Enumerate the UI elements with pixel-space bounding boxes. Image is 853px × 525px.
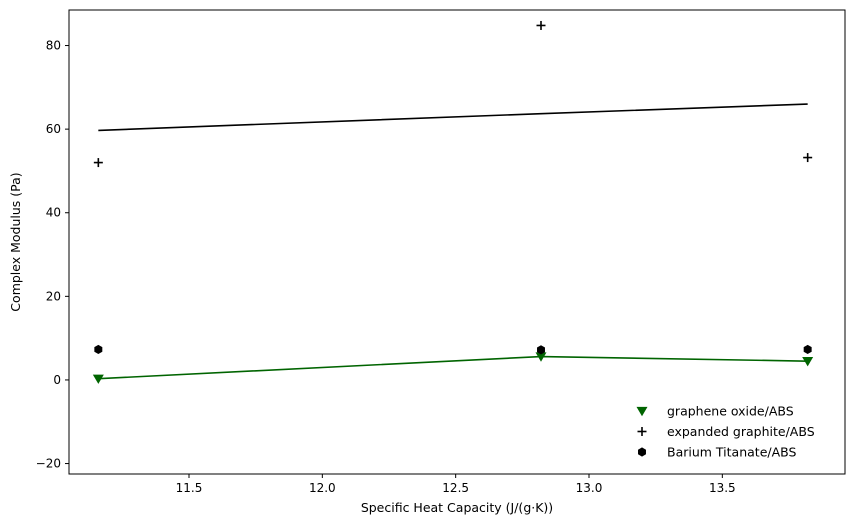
plot-area	[92, 20, 814, 384]
legend-label: expanded graphite/ABS	[667, 424, 815, 439]
x-tick-label: 12.0	[309, 481, 336, 495]
x-tick-label: 13.0	[576, 481, 603, 495]
x-axis-label: Specific Heat Capacity (J/(g·K))	[361, 500, 553, 515]
y-tick-label: 60	[46, 122, 61, 136]
axes-frame	[68, 9, 846, 475]
y-tick-label: 80	[46, 39, 61, 53]
data-point-series-0	[92, 374, 104, 384]
legend-label: Barium Titanate/ABS	[667, 445, 796, 460]
x-axis: 11.5 12.0 12.5 13.0 13.5	[176, 474, 736, 495]
series-line-1	[98, 103, 808, 132]
y-tick-label: −20	[36, 457, 61, 471]
data-point-series-0	[802, 357, 814, 367]
data-point-series-1	[803, 153, 813, 163]
data-point-series-1	[536, 20, 546, 30]
y-tick-label: 40	[46, 206, 61, 220]
legend-marker-2	[638, 447, 646, 457]
data-point-series-2	[803, 344, 812, 355]
legend-label: graphene oxide/ABS	[667, 404, 794, 419]
data-point-series-0	[535, 352, 547, 362]
y-axis: −20 0 20 40 60 80	[36, 39, 69, 471]
data-point-series-2	[537, 345, 545, 355]
y-axis-label: Complex Modulus (Pa)	[8, 172, 23, 311]
legend-marker-1	[637, 427, 647, 436]
y-tick-label: 0	[53, 373, 61, 387]
legend-marker-0	[636, 406, 648, 417]
x-tick-label: 11.5	[176, 481, 203, 495]
data-point-series-1	[93, 158, 103, 168]
data-point-series-2	[94, 344, 103, 355]
legend: graphene oxide/ABS expanded graphite/ABS B…	[636, 404, 815, 460]
x-tick-label: 12.5	[442, 481, 469, 495]
x-tick-label: 13.5	[709, 481, 736, 495]
y-tick-label: 20	[46, 289, 61, 303]
